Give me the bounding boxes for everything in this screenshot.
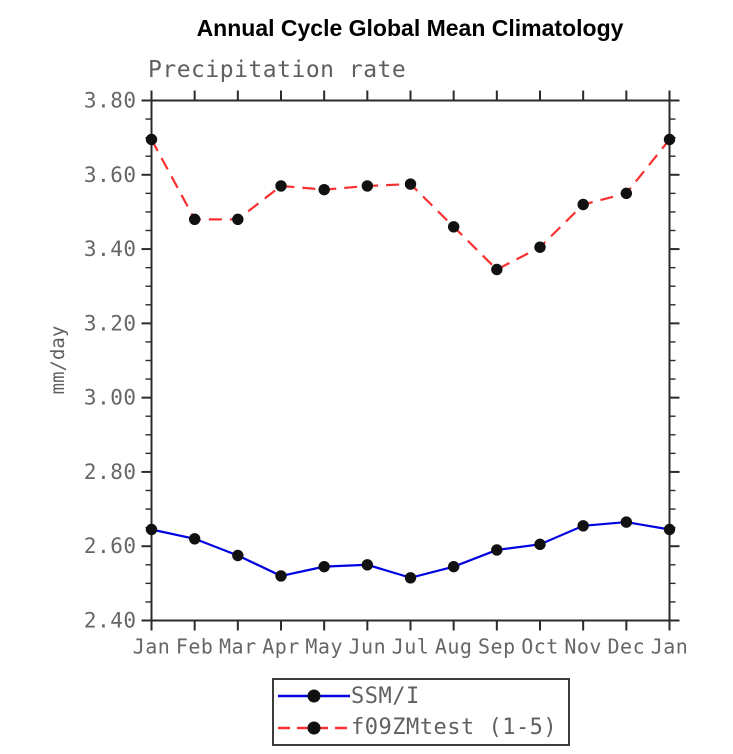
data-point xyxy=(318,560,330,573)
y-tick-label: 2.60 xyxy=(84,534,137,558)
legend-entry-f09zmtest: f09ZMtest (1-5) xyxy=(277,713,568,743)
x-tick-label: Jan xyxy=(133,635,171,659)
x-tick-label: Dec xyxy=(608,635,646,659)
x-axis-tick-labels: Jan Feb Mar Apr May Jun Jul Aug Sep Oct Nov Dec Jan xyxy=(133,635,689,659)
data-point xyxy=(663,133,676,146)
legend-label-f09zmtest: f09ZMtest (1-5) xyxy=(351,715,558,741)
series-markers-0 xyxy=(145,516,676,584)
data-point xyxy=(188,533,201,545)
y-axis-minor-ticks xyxy=(145,118,676,603)
data-point xyxy=(620,516,633,528)
x-tick-label: Mar xyxy=(219,635,257,659)
data-point xyxy=(232,213,244,226)
data-point xyxy=(577,198,589,211)
legend-line-sample-dashed xyxy=(278,721,350,735)
y-tick-label: 3.20 xyxy=(84,311,137,335)
y-tick-label: 2.40 xyxy=(84,609,137,633)
data-point xyxy=(447,560,460,573)
x-tick-label: Oct xyxy=(521,635,559,659)
x-tick-label: Feb xyxy=(176,635,214,659)
data-point xyxy=(361,559,374,571)
data-point xyxy=(145,523,158,536)
x-tick-label: Jul xyxy=(392,635,430,659)
data-point xyxy=(577,520,589,532)
data-point xyxy=(232,549,244,562)
data-point xyxy=(491,263,503,276)
x-tick-label: Jan xyxy=(651,635,689,659)
legend-line-sample-solid xyxy=(278,689,350,703)
y-tick-label: 3.60 xyxy=(84,163,137,187)
series-line-1 xyxy=(150,138,671,271)
legend-sample-marker xyxy=(307,721,321,735)
legend-label-ssmi: SSM/I xyxy=(351,683,420,709)
x-axis-ticks xyxy=(150,90,671,631)
data-point xyxy=(188,213,201,226)
data-point xyxy=(275,180,287,192)
legend-entry-ssmi: SSM/I xyxy=(277,681,568,711)
data-point xyxy=(145,133,158,146)
x-tick-label: Nov xyxy=(564,635,602,659)
x-tick-label: Apr xyxy=(262,635,300,659)
series-line-0 xyxy=(151,520,670,579)
y-tick-label: 3.40 xyxy=(84,237,137,261)
data-point xyxy=(534,538,546,551)
chart-title: Annual Cycle Global Mean Climatology xyxy=(196,15,624,41)
data-point xyxy=(491,544,503,556)
data-point xyxy=(534,241,546,253)
data-point xyxy=(404,572,417,584)
series-markers-1 xyxy=(145,133,676,276)
data-point xyxy=(275,570,287,582)
y-axis-tick-labels: 2.40 2.60 2.80 3.00 3.20 3.40 3.60 3.80 xyxy=(84,89,137,633)
chart-subtitle: Precipitation rate xyxy=(148,57,407,83)
data-point xyxy=(361,180,374,192)
data-point xyxy=(663,523,676,536)
y-tick-label: 2.80 xyxy=(84,460,137,484)
x-tick-label: Aug xyxy=(435,635,473,659)
y-axis-major-ticks xyxy=(141,99,680,622)
data-point xyxy=(447,221,460,233)
x-tick-label: Sep xyxy=(478,635,516,659)
y-axis-label: mm/day xyxy=(47,325,69,395)
data-point xyxy=(620,187,633,200)
y-tick-label: 3.80 xyxy=(84,89,137,113)
x-tick-label: May xyxy=(305,635,343,659)
legend: SSM/I f09ZMtest (1-5) xyxy=(272,678,570,746)
legend-sample-marker xyxy=(307,689,321,703)
data-point xyxy=(404,178,417,190)
data-point xyxy=(318,183,330,196)
y-tick-label: 3.00 xyxy=(84,386,137,410)
x-tick-label: Jun xyxy=(349,635,387,659)
